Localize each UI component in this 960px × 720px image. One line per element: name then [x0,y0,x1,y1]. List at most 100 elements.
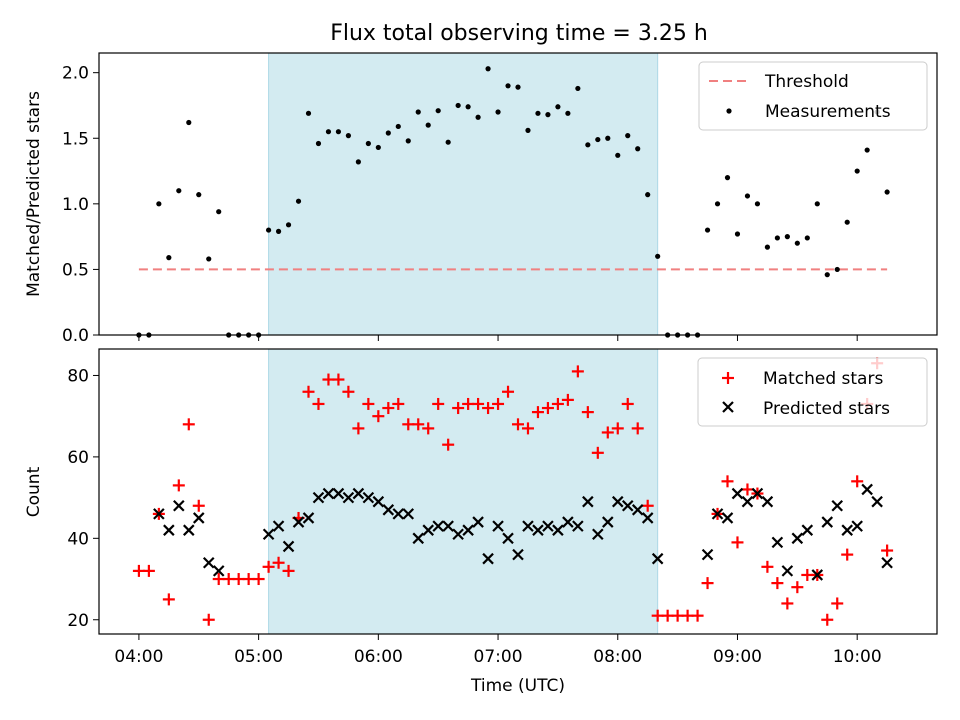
y-tick-label: 1.0 [62,195,89,215]
count-predicted-stars-point-19 [382,504,395,516]
panel-count-frame [98,348,938,635]
count-matched-stars-point-75 [881,544,894,557]
ratio-measurements-point-4 [176,188,182,194]
ratio-measurements-point-22 [355,159,361,165]
count-matched-stars-point-24 [372,410,385,423]
ratio-measurements-point-32 [455,102,461,109]
legend-predicted-label: Predicted stars [763,399,890,419]
count-predicted-stars-point-59 [821,516,834,528]
ratio-measurements-point-26 [395,123,401,130]
count-matched-stars-point-47 [601,426,614,439]
x-tick-label: 08:00 [593,647,642,667]
ratio-measurements-point-75 [884,189,890,195]
ratio-measurements-point-40 [535,110,541,116]
count-predicted-stars-point-3 [183,524,195,536]
x-tick-label: 05:00 [234,647,283,667]
count-matched-stars-point-25 [382,402,395,415]
count-matched-stars-point-1 [142,564,155,577]
count-matched-stars-point-40 [531,406,544,419]
count-matched-stars-point-14 [272,556,285,569]
ratio-measurements-point-13 [265,227,272,233]
count-matched-stars-point-60 [731,536,744,549]
count-predicted-stars-point-35 [542,520,554,532]
count-predicted-stars-point-28 [472,516,484,528]
count-matched-stars-point-42 [551,397,564,410]
count-matched-stars-point-3 [162,593,175,606]
ratio-measurements-point-20 [335,129,342,135]
count-predicted-stars-point-58 [811,569,824,581]
count-predicted-stars-point-14 [332,487,345,500]
count-predicted-stars-point-62 [851,520,863,532]
count-predicted-stars-point-20 [392,508,405,520]
count-predicted-stars-point-55 [781,565,794,577]
ratio-measurements-point-34 [475,114,481,120]
count-predicted-stars-point-1 [163,524,175,536]
ratio-measurements-point-15 [285,222,292,228]
ratio-measurements-point-7 [206,256,212,262]
count-predicted-stars-point-57 [801,524,814,536]
count-matched-stars-point-51 [641,499,654,512]
y-tick-label: 2.0 [62,64,89,84]
y-tick-label: 40 [67,529,89,549]
ratio-measurements-point-14 [275,228,282,234]
legend-matched-label: Matched stars [763,369,883,389]
count-matched-stars-point-61 [741,483,754,496]
ratio-measurements-point-43 [565,110,571,116]
ratio-measurements-point-38 [515,84,521,90]
count-matched-stars-point-7 [202,613,215,626]
count-matched-stars-point-6 [192,499,205,512]
legend-threshold-label: Threshold [764,72,849,92]
count-predicted-stars-point-43 [621,499,634,512]
count-predicted-stars-point-27 [462,524,474,536]
count-predicted-stars-point-0 [153,508,165,520]
ratio-measurements-point-45 [585,142,591,148]
count-predicted-stars-point-36 [552,524,564,536]
count-predicted-stars-point-6 [212,565,225,577]
count-predicted-stars-point-9 [282,540,295,553]
ratio-measurements-point-39 [525,127,531,133]
count-matched-stars-point-18 [312,397,325,410]
ratio-measurements-point-47 [605,135,611,141]
ratio-measurements-point-8 [216,209,222,215]
panel-count-marks [132,357,894,626]
ratio-measurements-point-66 [794,240,800,246]
x-tick-label: 04:00 [114,647,163,667]
count-matched-stars-point-72 [851,475,864,488]
ratio-measurements-point-65 [784,234,790,240]
count-predicted-stars-point-29 [482,552,494,565]
count-predicted-stars-point-64 [871,495,883,508]
count-matched-stars-point-22 [352,422,365,435]
count-predicted-stars-point-61 [841,524,853,536]
count-matched-stars-point-71 [841,548,854,561]
figure-title: Flux total observing time = 3.25 h [330,21,708,46]
legend-matched-swatch [722,372,734,384]
count-matched-stars-point-50 [631,422,644,435]
ratio-measurements-point-2 [156,201,162,207]
ratio-measurements-point-63 [764,244,771,250]
count-predicted-stars-point-31 [502,532,514,545]
count-matched-stars-point-46 [591,446,604,459]
count-predicted-stars-point-26 [452,528,464,541]
count-predicted-stars-point-33 [522,520,534,532]
count-predicted-stars-point-46 [651,552,664,565]
ratio-measurements-point-68 [814,201,820,207]
count-predicted-stars-point-54 [771,536,784,549]
ratio-measurements-point-16 [295,198,302,204]
legend-measurements-label: Measurements [765,102,891,122]
count-matched-stars-point-38 [512,418,524,431]
count-matched-stars-point-36 [492,397,505,410]
count-predicted-stars-point-13 [322,487,335,500]
ratio-measurements-point-23 [365,140,371,147]
x-axis-label: Time (UTC) [470,676,565,696]
count-predicted-stars-point-42 [611,495,624,508]
ratio-measurements-point-52 [655,253,661,259]
panel-ratio-x-ticks [138,335,858,341]
count-predicted-stars-point-39 [582,495,594,508]
count-matched-stars-point-39 [521,422,534,435]
ratio-measurements-point-6 [196,192,202,198]
count-predicted-stars-point-37 [562,516,574,528]
count-matched-stars-point-31 [442,438,455,451]
ratio-measurements-point-48 [615,152,621,158]
ratio-measurements-point-64 [774,235,780,241]
count-predicted-stars-point-10 [292,516,305,528]
